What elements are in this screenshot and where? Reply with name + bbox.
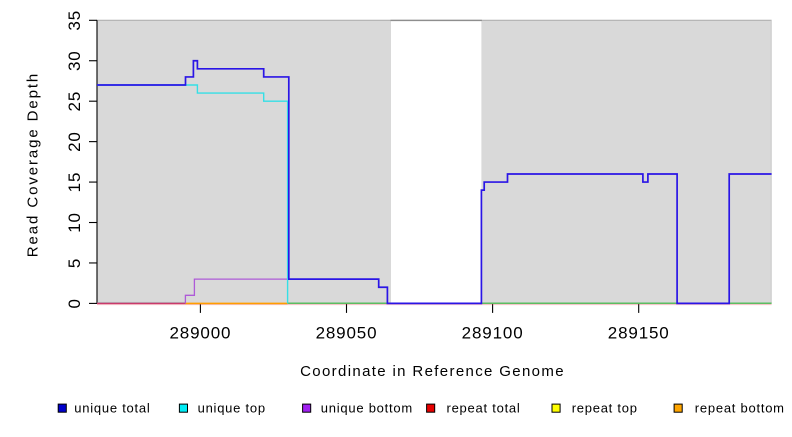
svg-text:repeat top: repeat top bbox=[572, 400, 638, 415]
svg-text:unique top: unique top bbox=[198, 400, 266, 415]
svg-text:unique total: unique total bbox=[74, 400, 150, 415]
svg-text:Read Coverage Depth: Read Coverage Depth bbox=[25, 72, 42, 257]
svg-text:25: 25 bbox=[65, 91, 84, 112]
svg-text:repeat total: repeat total bbox=[447, 400, 521, 415]
svg-text:289000: 289000 bbox=[169, 323, 231, 342]
svg-text:289050: 289050 bbox=[316, 323, 378, 342]
svg-text:30: 30 bbox=[65, 50, 84, 71]
svg-text:289100: 289100 bbox=[462, 323, 524, 342]
svg-text:35: 35 bbox=[65, 10, 84, 31]
svg-text:repeat bottom: repeat bottom bbox=[695, 400, 785, 415]
svg-text:289150: 289150 bbox=[608, 323, 670, 342]
svg-text:unique bottom: unique bottom bbox=[321, 400, 413, 415]
svg-text:Coordinate in Reference Genome: Coordinate in Reference Genome bbox=[300, 363, 565, 380]
svg-text:0: 0 bbox=[65, 298, 84, 308]
svg-text:5: 5 bbox=[65, 258, 84, 268]
svg-text:10: 10 bbox=[65, 212, 84, 233]
svg-text:15: 15 bbox=[65, 172, 84, 193]
svg-text:20: 20 bbox=[65, 131, 84, 152]
